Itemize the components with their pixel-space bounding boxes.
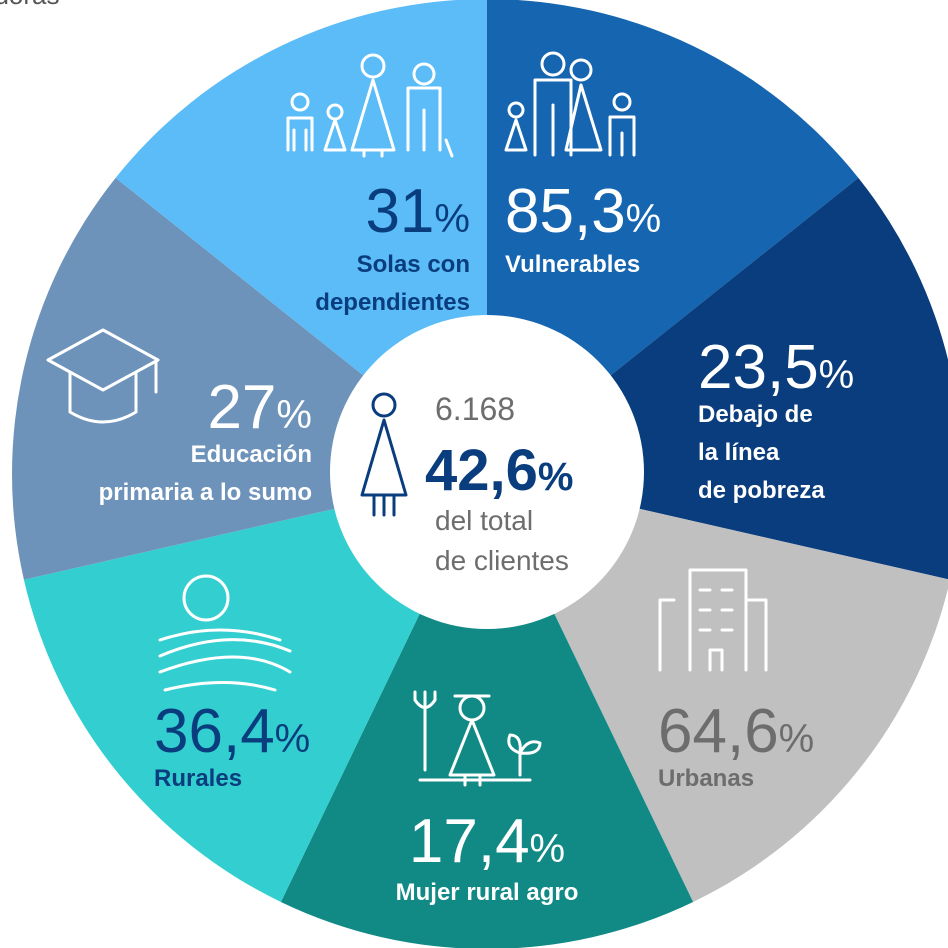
center-circle [330, 315, 644, 629]
segment-unit: % [276, 393, 312, 437]
header-title: adoras [0, 0, 60, 10]
segment-label: Vulnerables [505, 251, 640, 278]
segment-label: Mujer rural agro [396, 879, 579, 906]
segment-label: Urbanas [658, 765, 754, 792]
segment-label: Rurales [154, 765, 242, 792]
segment-label: de pobreza [698, 477, 825, 504]
client-count: 6.168 [435, 391, 515, 427]
segment-label: Debajo de [698, 401, 813, 428]
segment-percent: 64,6% [658, 697, 814, 766]
segment-percent: 23,5% [698, 333, 854, 402]
segment-value: 31 [365, 177, 434, 246]
icons [46, 51, 768, 787]
center-caption: del total [435, 505, 533, 536]
segment-value: 23,5 [698, 333, 819, 402]
segment [487, 474, 948, 902]
segment [280, 474, 694, 948]
segment-unit: % [530, 827, 566, 871]
segment-unit: % [626, 197, 662, 241]
segment-label: Solas con [357, 251, 470, 278]
center-value: 42,6 [425, 438, 538, 503]
segment [23, 474, 488, 902]
segment-percent: 31% [365, 177, 470, 246]
segment-unit: % [779, 717, 815, 761]
segment-percent: 17,4% [409, 807, 565, 876]
segment-percent: 36,4% [154, 697, 310, 766]
segment-percent: 85,3% [505, 177, 661, 246]
segment-label: Educación [191, 441, 312, 468]
center-text: 6.168 42,6% del total de clientes [425, 391, 573, 576]
segment-label: primaria a lo sumo [99, 479, 312, 506]
segment-percent: 27% [207, 373, 312, 442]
segment-unit: % [275, 717, 311, 761]
segment-label: la línea [698, 439, 780, 466]
segment-label: dependientes [315, 289, 470, 316]
center-unit: % [538, 455, 574, 499]
segment-value: 85,3 [505, 177, 626, 246]
center-caption: de clientes [435, 545, 569, 576]
center-percent: 42,6% [425, 438, 573, 503]
segment-unit: % [434, 197, 470, 241]
segment-value: 64,6 [658, 697, 779, 766]
segment-value: 17,4 [409, 807, 530, 876]
segment-value: 36,4 [154, 697, 275, 766]
segment-value: 27 [207, 373, 276, 442]
segment-unit: % [819, 353, 855, 397]
